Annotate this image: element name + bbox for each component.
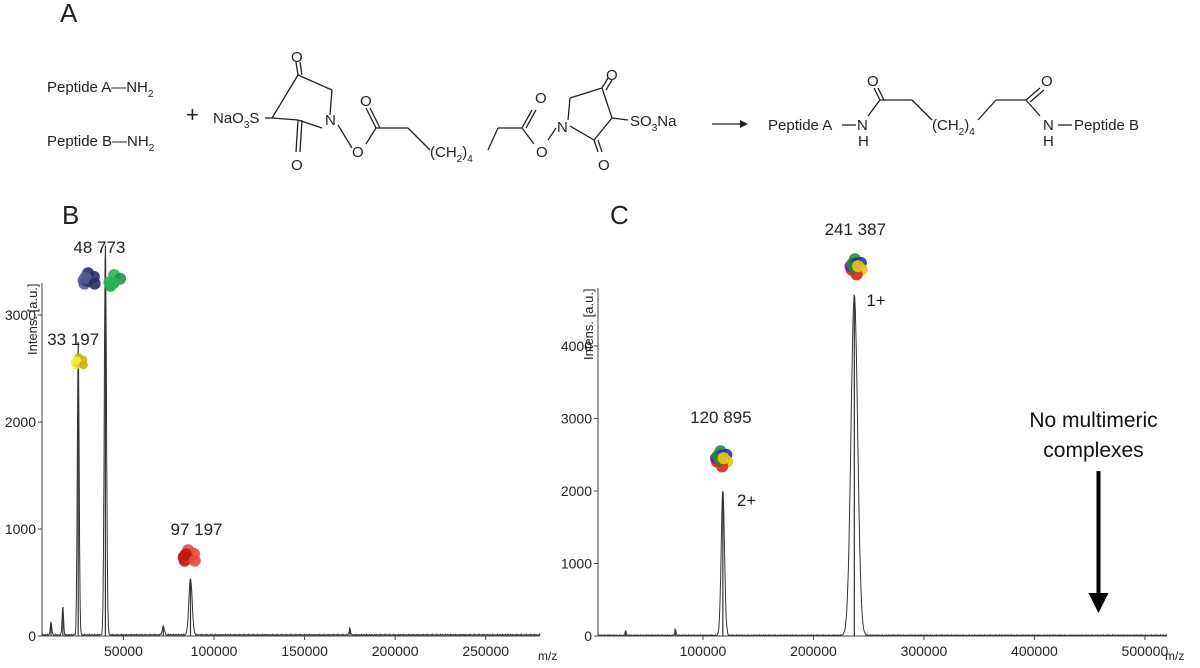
atom-h: H: [858, 133, 869, 150]
atom-o: O: [536, 144, 548, 161]
y-tick-label: 0: [28, 628, 36, 644]
panel-label-a: A: [60, 0, 78, 28]
reactant-peptide-b: Peptide B—NH2: [47, 133, 155, 154]
left-sulfo-nhs-ring: [265, 61, 431, 153]
atom-n: N: [1043, 117, 1054, 134]
x-unit-label: m/z: [538, 649, 557, 663]
protein-icon: [71, 353, 88, 370]
nao3s-group: NaO3S: [213, 110, 259, 131]
product-backbone: [842, 87, 1072, 126]
atom-o: O: [598, 157, 610, 174]
plus-sign: +: [186, 102, 199, 127]
x-tick-label: 400000: [1011, 643, 1058, 659]
x-tick-label: 200000: [372, 643, 419, 659]
protein-icon: [77, 267, 127, 292]
y-tick-label: 4000: [561, 338, 592, 354]
x-tick-label: 150000: [281, 643, 328, 659]
x-tick-label: 100000: [191, 643, 238, 659]
mass-spectrum-c: 0 1000 2000 3000 4000 100000 200000 300000 40000…: [561, 220, 1185, 663]
right-sulfo-nhs-ring: [487, 77, 629, 153]
note-line-2: complexes: [1043, 439, 1143, 462]
x-tick-label: 100000: [680, 643, 727, 659]
panel-label-c: C: [610, 200, 629, 230]
reaction-arrow: [712, 120, 748, 128]
so3na-group: SO3Na: [630, 113, 677, 134]
atom-n: N: [857, 117, 868, 134]
product-peptide-b: Peptide B: [1074, 117, 1139, 134]
y-axis-label: Intens. [a.u.]: [581, 288, 596, 360]
atom-o: O: [606, 67, 618, 84]
atom-o: O: [535, 90, 547, 107]
x-unit-label: m/z: [1165, 649, 1184, 663]
y-tick-label: 3000: [5, 307, 36, 323]
reaction-scheme: Peptide A—NH2 Peptide B—NH2 + O O N O O: [47, 49, 1139, 174]
reactant-peptide-a: Peptide A—NH2: [47, 79, 154, 100]
atom-n: N: [325, 112, 336, 129]
spectrum-line: [41, 254, 541, 637]
y-tick-label: 1000: [5, 521, 36, 537]
peak-label: 33 197: [47, 330, 99, 349]
atom-o: O: [291, 49, 303, 66]
atom-o: O: [291, 157, 303, 174]
y-tick-label: 2000: [561, 483, 592, 499]
x-tick-label: 200000: [790, 643, 837, 659]
y-tick-label: 1000: [561, 556, 592, 572]
charge-label: 1+: [866, 291, 885, 310]
peak-label: 241 387: [825, 220, 886, 239]
peak-label: 97 197: [170, 520, 222, 539]
atom-o: O: [352, 144, 364, 161]
down-arrow-head: [1088, 593, 1109, 613]
product-peptide-a: Peptide A: [768, 117, 832, 134]
x-tick-label: 50000: [104, 643, 143, 659]
atom-o: O: [360, 93, 372, 110]
y-tick-label: 2000: [5, 414, 36, 430]
protein-icon: [710, 445, 734, 473]
mass-spectrum-b: 0 1000 2000 3000 50000 100000 150000 200000 2500…: [5, 238, 558, 663]
atom-o: O: [867, 73, 879, 90]
linker-ch2: (CH2)4: [430, 144, 473, 165]
protein-icon: [844, 253, 868, 281]
spectrum-line: [597, 294, 1168, 637]
atom-h: H: [1043, 133, 1054, 150]
panel-label-b: B: [62, 200, 80, 230]
x-tick-label: 500000: [1122, 643, 1169, 659]
atom-o: O: [1041, 73, 1053, 90]
atom-n: N: [557, 119, 568, 136]
x-tick-label: 300000: [901, 643, 948, 659]
product-linker-ch2: (CH2)4: [932, 117, 975, 138]
peak-label: 48 773: [73, 238, 125, 257]
x-tick-label: 250000: [462, 643, 509, 659]
peak-label: 120 895: [690, 408, 751, 427]
note-line-1: No multimeric: [1029, 409, 1157, 432]
y-tick-label: 0: [584, 628, 592, 644]
y-axis-label: Intens. [a.u.]: [25, 283, 40, 355]
charge-label: 2+: [737, 491, 756, 510]
protein-icon: [177, 544, 201, 567]
y-tick-label: 3000: [561, 411, 592, 427]
